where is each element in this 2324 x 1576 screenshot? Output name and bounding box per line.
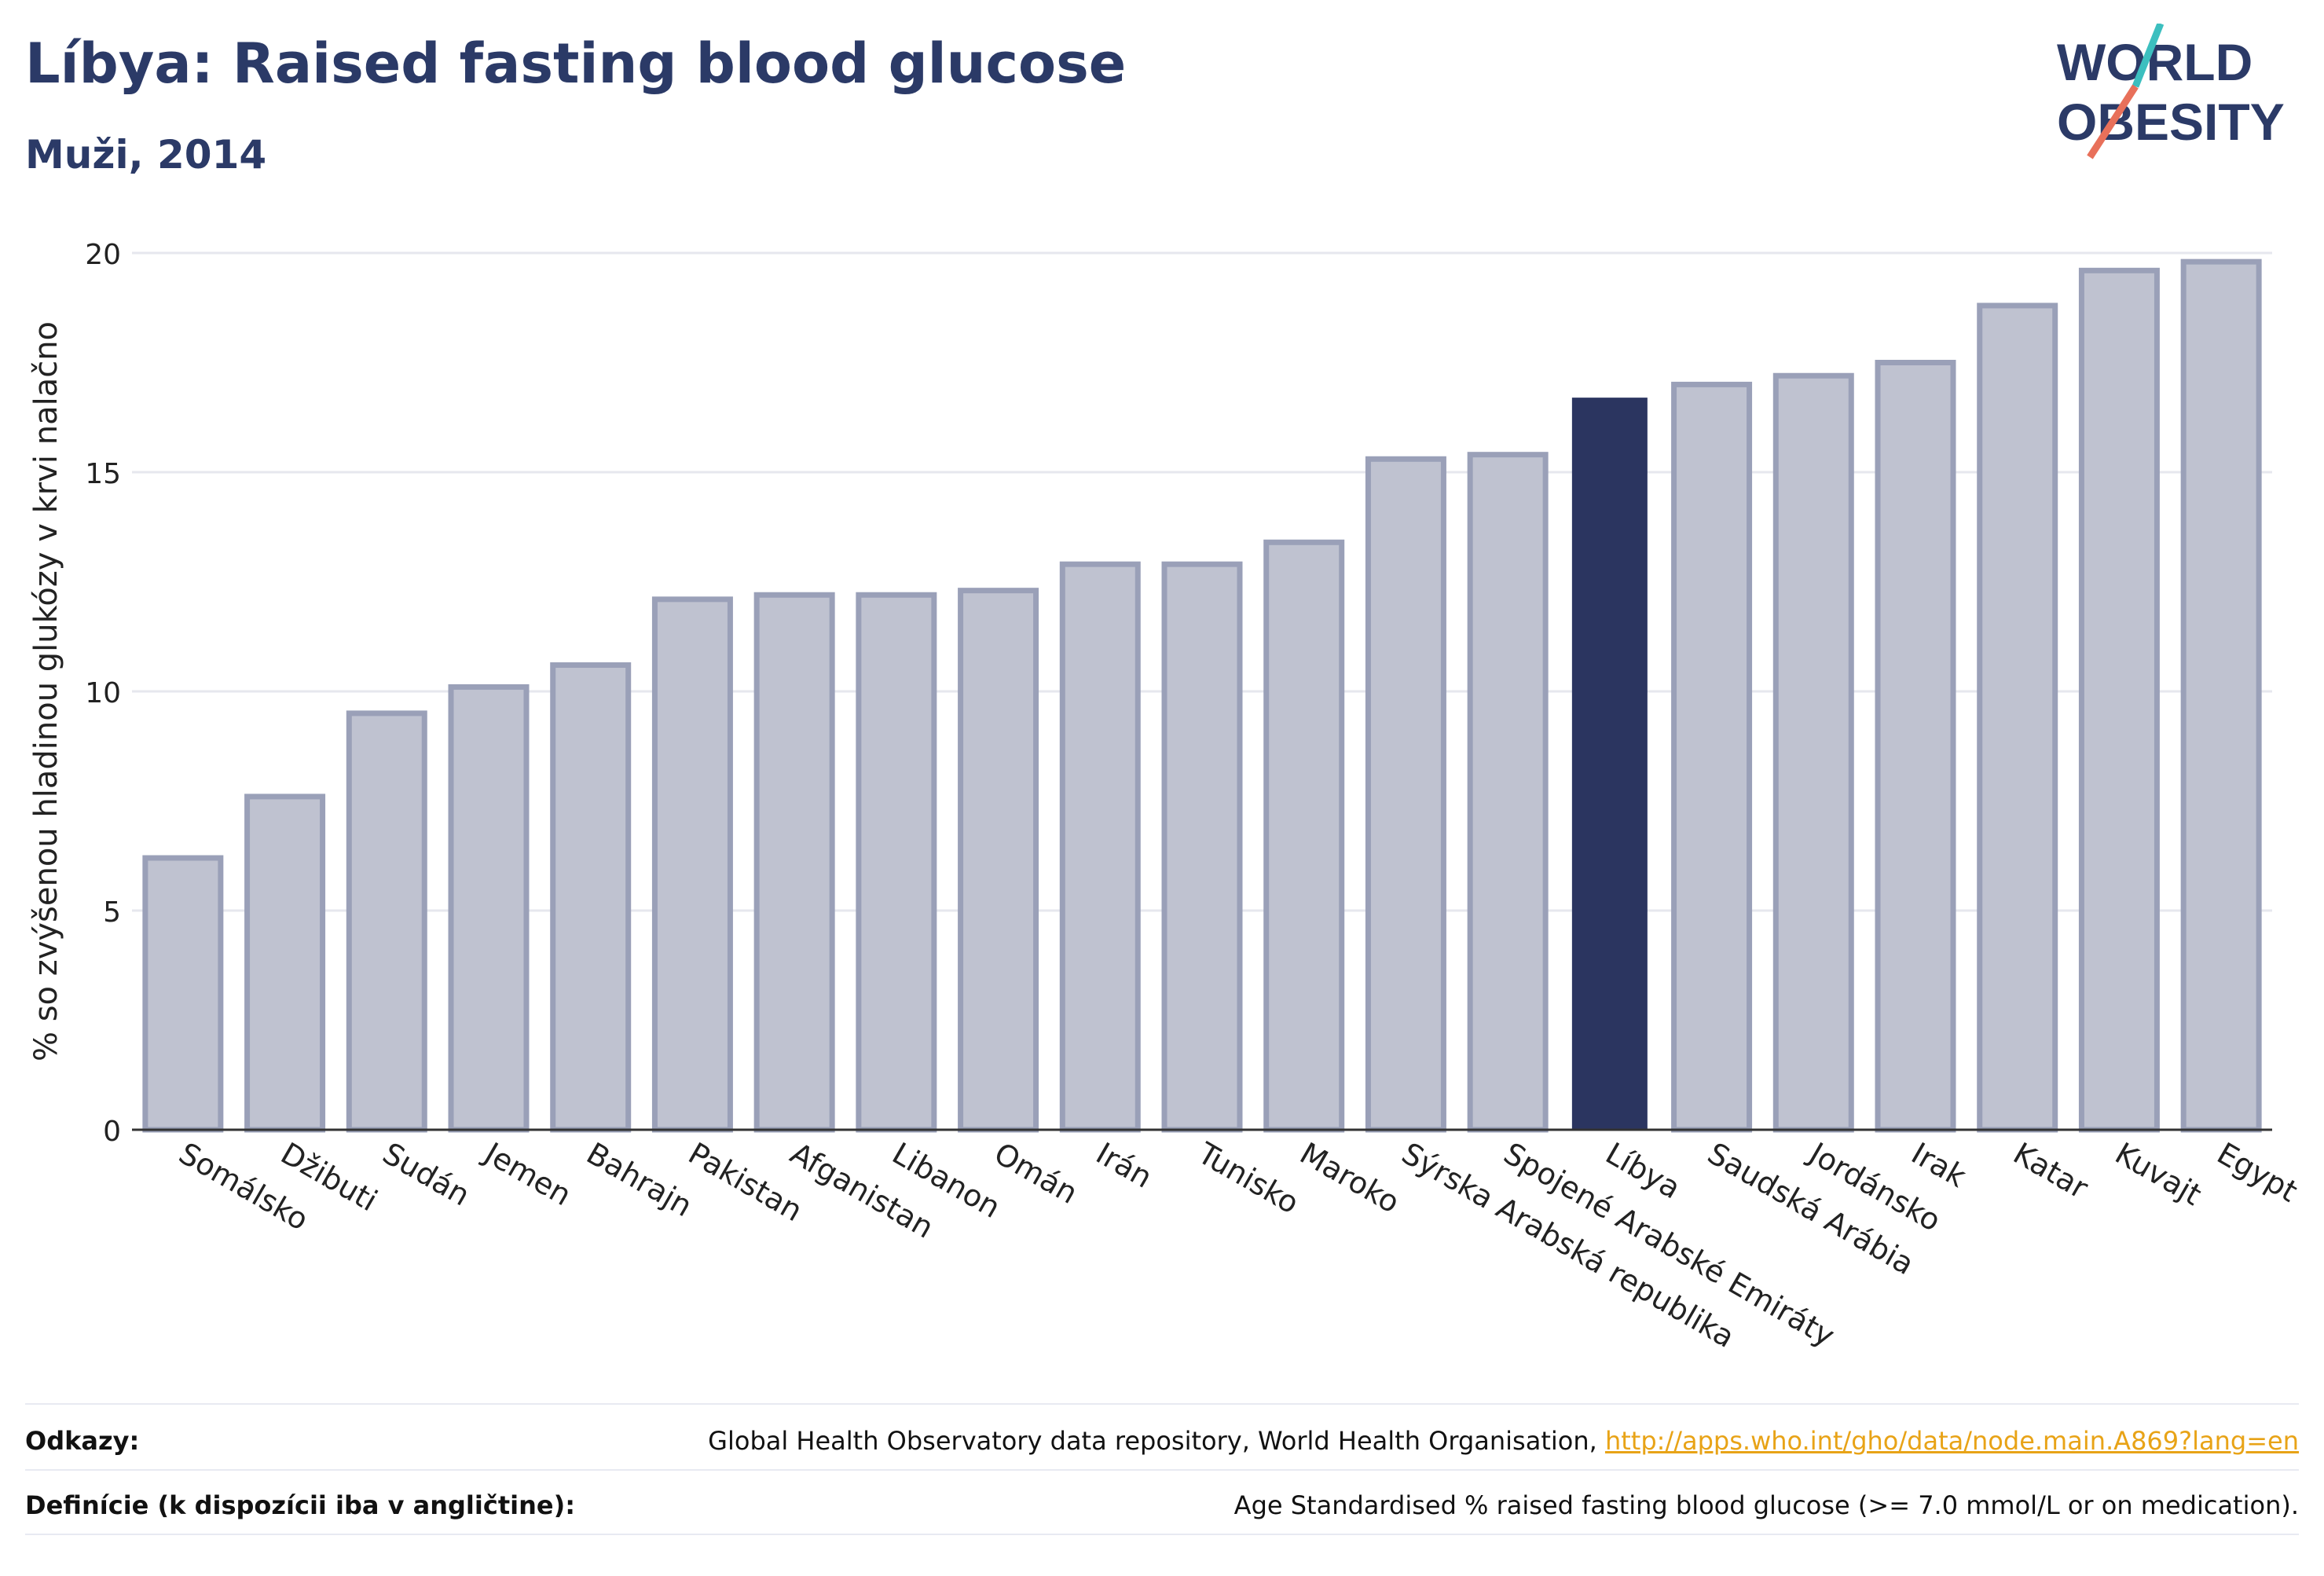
logo-accent-teal <box>2132 24 2165 88</box>
bar-1[interactable] <box>142 855 224 1133</box>
bar-12[interactable] <box>1263 539 1345 1133</box>
bar-6[interactable] <box>651 596 733 1133</box>
x-tick-label: Jemen <box>478 1135 577 1213</box>
logo-line2: OBESITY <box>2057 93 2285 151</box>
page-subtitle: Muži, 2014 <box>25 132 267 178</box>
x-tick-label: Kuvajt <box>2110 1136 2207 1212</box>
world-obesity-logo: WORLD OBESITY <box>2057 24 2285 159</box>
page-title: Líbya: Raised fasting blood glucose <box>25 31 1127 96</box>
bar-13[interactable] <box>1365 456 1446 1133</box>
odkazy-label: Odkazy: <box>25 1426 140 1456</box>
odkazy-source: Global Health Observatory data repositor… <box>708 1426 2299 1456</box>
divider-top <box>25 1403 2299 1405</box>
y-axis-label: % so zvýšenou hladinou glukózy v krvi na… <box>28 321 64 1061</box>
divider-bottom <box>25 1534 2299 1535</box>
bar-8[interactable] <box>856 592 937 1133</box>
bar-15[interactable] <box>1571 398 1648 1130</box>
definicie-label: Definície (k dispozícii iba v angličtine… <box>25 1490 575 1520</box>
bar-20[interactable] <box>2078 267 2160 1133</box>
bar-14[interactable] <box>1467 452 1549 1133</box>
y-tick-label: 0 <box>103 1116 121 1148</box>
x-tick-label: Pakistan <box>683 1136 808 1229</box>
x-tick-label: Maroko <box>1294 1136 1406 1220</box>
bar-7[interactable] <box>753 592 835 1133</box>
x-tick-label: Bahrajn <box>581 1136 698 1224</box>
bar-19[interactable] <box>1977 302 2058 1133</box>
bar-21[interactable] <box>2180 258 2262 1133</box>
bars <box>142 258 2262 1133</box>
bar-16[interactable] <box>1671 381 1753 1133</box>
x-tick-label: Katar <box>2007 1136 2094 1206</box>
bar-4[interactable] <box>448 684 530 1133</box>
bar-10[interactable] <box>1059 561 1141 1133</box>
bar-18[interactable] <box>1875 360 1956 1133</box>
x-tick-label: Tunisko <box>1192 1135 1305 1221</box>
odkazy-text: Global Health Observatory data repositor… <box>708 1426 1605 1456</box>
x-tick-label: Egypt <box>2212 1136 2304 1209</box>
y-tick-label: 20 <box>85 239 121 271</box>
y-tick-label: 10 <box>85 677 121 709</box>
y-tick-label: 5 <box>103 896 121 929</box>
y-tick-label: 15 <box>85 458 121 490</box>
definicie-text: Age Standardised % raised fasting blood … <box>1233 1490 2299 1520</box>
odkazy-link[interactable]: http://apps.who.int/gho/data/node.main.A… <box>1604 1426 2299 1456</box>
logo-accent-coral <box>2087 84 2139 159</box>
y-axis-ticks: 0 5 10 15 20 <box>85 239 121 1148</box>
bar-17[interactable] <box>1772 372 1854 1133</box>
x-tick-label: Irán <box>1091 1136 1158 1195</box>
bar-5[interactable] <box>550 662 632 1133</box>
x-tick-label: Irak <box>1906 1136 1972 1194</box>
x-tick-label: Sudán <box>377 1136 476 1213</box>
bar-3[interactable] <box>346 710 427 1133</box>
bar-9[interactable] <box>958 588 1039 1133</box>
bar-2[interactable] <box>244 793 326 1133</box>
divider-middle <box>25 1469 2299 1471</box>
bar-11[interactable] <box>1161 561 1243 1133</box>
